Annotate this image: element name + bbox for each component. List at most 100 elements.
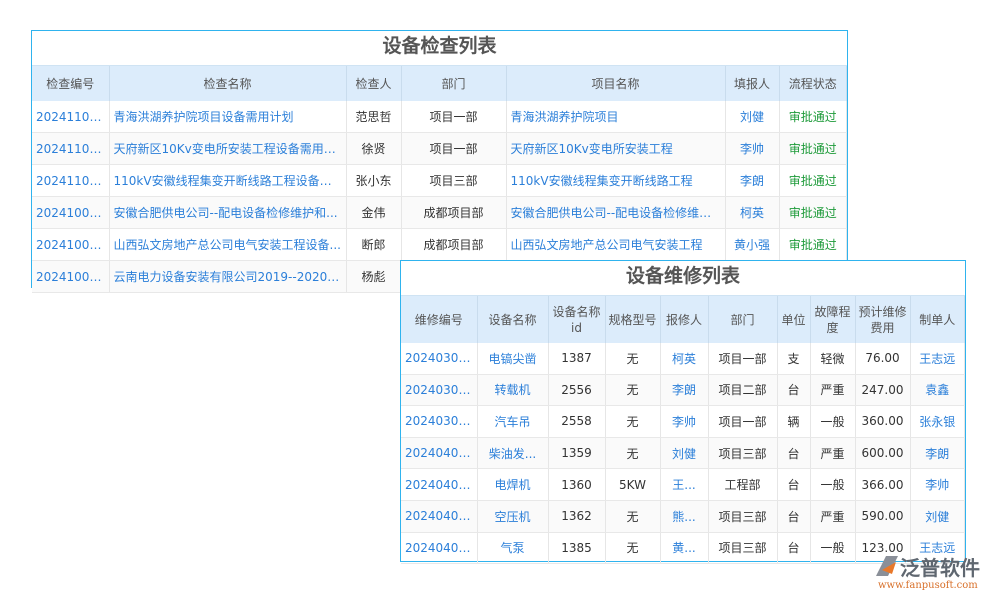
table-row[interactable]: 20241000... 山西弘文房地产总公司电气安装工程设备... 断郎 成都项目部山…	[32, 228, 847, 261]
column-header: 填报人	[725, 66, 780, 101]
table-cell[interactable]: 刘健	[660, 437, 709, 470]
table-row[interactable]: 2024040002 电焊机 1360 5KW 王... 工程部台一般 366.00 李帅	[401, 468, 965, 501]
table-cell[interactable]: 2024030003	[401, 405, 478, 438]
table-cell[interactable]: 2024110001	[32, 164, 110, 197]
column-header: 故障程度	[810, 296, 856, 343]
column-header: 设备名称	[477, 296, 549, 343]
table-row[interactable]: 2024040003 空压机 1362 无熊... 项目三部台严重 590.00 刘健	[401, 500, 965, 533]
table-cell[interactable]: 王...	[660, 468, 709, 501]
table-cell: 项目一部	[708, 405, 778, 438]
table-cell[interactable]: 110kV安徽线程集变开断线路工程设备需...	[109, 164, 347, 197]
table-cell[interactable]: 黄...	[660, 532, 709, 565]
table-cell: 无	[605, 374, 661, 407]
table-cell: 审批通过	[779, 228, 847, 261]
table-row[interactable]: 2024110003 青海洪湖养护院项目设备需用计划 范思哲 项目一部 青海洪湖养护院项…	[32, 101, 847, 133]
table-cell[interactable]: 黄小强	[725, 228, 780, 261]
table-cell: 项目三部	[708, 500, 778, 533]
inspection-table: 检查编号 检查名称 检查人 部门 项目名称 填报人 流程状态 2024110003 青海洪湖养护…	[32, 66, 847, 293]
table-cell: 一般	[810, 468, 856, 501]
table-cell[interactable]: 电镐尖凿	[477, 343, 549, 375]
table-cell[interactable]: 云南电力设备安装有限公司2019--2020年...	[109, 260, 347, 293]
table-row[interactable]: 2024030001 电镐尖凿 1387 无柯英 项目一部支轻微 76.00 王志远	[401, 343, 965, 375]
column-header: 规格型号	[605, 296, 661, 343]
table-row[interactable]: 2024110002 天府新区10Kv变电所安装工程设备需用计划 徐贤 项目一部 天府新…	[32, 132, 847, 165]
table-cell[interactable]: 电焊机	[477, 468, 549, 501]
table-cell[interactable]: 刘健	[725, 101, 780, 133]
table-cell[interactable]: 李帅	[910, 468, 965, 501]
table-cell: 张小东	[346, 164, 402, 197]
table-cell[interactable]: 柴油发...	[477, 437, 549, 470]
column-header: 设备名称id	[548, 296, 606, 343]
table-row[interactable]: 2024040004 气泵 1385 无黄... 项目三部台一般 123.00 王志远	[401, 532, 965, 565]
logo-mark-icon	[876, 556, 898, 576]
table-cell[interactable]: 山西弘文房地产总公司电气安装工程设备...	[109, 228, 347, 261]
table-cell: 一般	[810, 405, 856, 438]
table-cell[interactable]: 刘健	[910, 500, 965, 533]
table-cell: 1360	[548, 468, 606, 501]
table-cell: 项目三部	[708, 437, 778, 470]
table-cell[interactable]: 2024040003	[401, 500, 478, 533]
table-cell: 成都项目部	[401, 196, 507, 229]
table-cell[interactable]: 110kV安徽线程集变开断线路工程	[506, 164, 726, 197]
table-cell[interactable]: 2024040002	[401, 468, 478, 501]
column-header: 项目名称	[506, 66, 726, 101]
table-cell[interactable]: 转载机	[477, 374, 549, 407]
column-header: 报修人	[660, 296, 709, 343]
table-cell: 台	[777, 437, 811, 470]
column-header: 单位	[777, 296, 811, 343]
table-cell[interactable]: 2024030001	[401, 343, 478, 375]
table-cell[interactable]: 2024110003	[32, 101, 110, 133]
logo-url: www.fanpusoft.com	[878, 580, 978, 591]
table-cell[interactable]: 20241000...	[32, 196, 110, 229]
table-cell[interactable]: 气泵	[477, 532, 549, 565]
table-cell[interactable]: 青海洪湖养护院项目设备需用计划	[109, 101, 347, 133]
table-cell[interactable]: 20241000...	[32, 260, 110, 293]
table-cell[interactable]: 柯英	[725, 196, 780, 229]
table-cell[interactable]: 李帅	[725, 132, 780, 165]
column-header: 部门	[401, 66, 507, 101]
table-cell[interactable]: 20241000...	[32, 228, 110, 261]
table-cell[interactable]: 王志远	[910, 343, 965, 375]
table-cell: 1362	[548, 500, 606, 533]
table-cell[interactable]: 袁鑫	[910, 374, 965, 407]
table-cell[interactable]: 空压机	[477, 500, 549, 533]
table-cell: 无	[605, 437, 661, 470]
table-cell[interactable]: 王志远	[910, 532, 965, 565]
table-cell[interactable]: 山西弘文房地产总公司电气安装工程	[506, 228, 726, 261]
table-cell[interactable]: 李朗	[910, 437, 965, 470]
table-row[interactable]: 20241000... 安徽合肥供电公司--配电设备检修维护和... 金伟 成都项目部…	[32, 196, 847, 229]
table-cell[interactable]: 青海洪湖养护院项目	[506, 101, 726, 133]
table-cell: 2556	[548, 374, 606, 407]
table-cell[interactable]: 李朗	[725, 164, 780, 197]
table-cell: 辆	[777, 405, 811, 438]
table-cell[interactable]: 李帅	[660, 405, 709, 438]
table-cell[interactable]: 汽车吊	[477, 405, 549, 438]
repair-table: 维修编号 设备名称 设备名称id 规格型号 报修人 部门 单位 故障程度 预计维修费用 制单人 20…	[401, 296, 965, 565]
table-cell[interactable]: 2024110002	[32, 132, 110, 165]
table-cell: 审批通过	[779, 101, 847, 133]
table-cell[interactable]: 柯英	[660, 343, 709, 375]
table-row[interactable]: 2024030002 转载机 2556 无李朗 项目二部台严重 247.00 袁鑫	[401, 374, 965, 407]
table-cell: 台	[777, 532, 811, 565]
table-row[interactable]: 2024110001 110kV安徽线程集变开断线路工程设备需... 张小东 项目三部…	[32, 164, 847, 197]
table-cell: 项目三部	[401, 164, 507, 197]
table-cell[interactable]: 熊...	[660, 500, 709, 533]
table-cell: 无	[605, 343, 661, 375]
table-cell: 审批通过	[779, 132, 847, 165]
table-row[interactable]: 2024040001 柴油发... 1359 无刘健 项目三部台严重 600.00 李朗	[401, 437, 965, 470]
table-cell[interactable]: 天府新区10Kv变电所安装工程	[506, 132, 726, 165]
inspection-list-title: 设备检查列表	[32, 31, 847, 66]
table-cell: 590.00	[855, 500, 911, 533]
table-cell[interactable]: 李朗	[660, 374, 709, 407]
table-cell[interactable]: 安徽合肥供电公司--配电设备检修维护...	[506, 196, 726, 229]
table-cell: 台	[777, 468, 811, 501]
table-cell: 1385	[548, 532, 606, 565]
table-cell[interactable]: 张永银	[910, 405, 965, 438]
table-cell[interactable]: 天府新区10Kv变电所安装工程设备需用计划	[109, 132, 347, 165]
table-row[interactable]: 2024030003 汽车吊 2558 无李帅 项目一部辆一般 360.00 张永银	[401, 405, 965, 438]
table-cell[interactable]: 安徽合肥供电公司--配电设备检修维护和...	[109, 196, 347, 229]
table-cell: 审批通过	[779, 196, 847, 229]
table-cell[interactable]: 2024030002	[401, 374, 478, 407]
table-cell[interactable]: 2024040001	[401, 437, 478, 470]
table-cell[interactable]: 2024040004	[401, 532, 478, 565]
